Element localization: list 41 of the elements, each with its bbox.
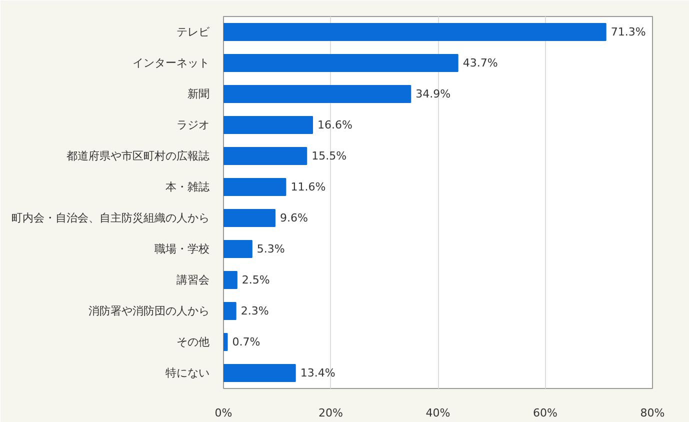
data-label: 43.7%: [462, 56, 498, 70]
bar: [224, 302, 236, 320]
bar: [224, 84, 412, 104]
bar: [224, 332, 228, 352]
data-label: 15.5%: [312, 150, 347, 162]
data-label: 13.4%: [300, 366, 336, 380]
bar: [224, 22, 606, 42]
y-tick-label: 消防署や消防団の人から: [88, 304, 210, 318]
y-tick-label: 新聞: [188, 88, 210, 100]
bar: [224, 364, 296, 382]
data-label: 16.6%: [318, 118, 352, 132]
data-label: 9.6%: [280, 212, 308, 224]
bar: [224, 270, 238, 290]
bar: [224, 116, 314, 134]
y-tick-label: その他: [176, 336, 210, 348]
y-tick-label: 職場・学校: [154, 242, 210, 256]
y-tick-label: 町内会・自治会、自主防災組織の人から: [12, 212, 210, 224]
data-label: 5.3%: [256, 242, 285, 256]
x-tick-label: 60%: [533, 406, 558, 420]
y-tick-label: 講習会: [176, 274, 210, 286]
data-label: 71.3%: [610, 26, 646, 38]
data-label: 11.6%: [290, 180, 326, 194]
data-label: 2.3%: [240, 304, 269, 318]
bar: [224, 54, 458, 72]
y-tick-label: 本・雑誌: [166, 180, 210, 194]
y-tick-label: インターネット: [132, 56, 210, 70]
y-tick-label: ラジオ: [176, 118, 210, 132]
x-tick-label: 20%: [318, 406, 343, 420]
x-tick-label: 0%: [214, 406, 232, 420]
bar: [224, 208, 276, 228]
x-tick-label: 40%: [426, 406, 450, 420]
bar: [224, 240, 252, 258]
bar: [224, 146, 308, 166]
data-label: 2.5%: [242, 274, 270, 286]
x-tick-label: 80%: [640, 406, 665, 420]
y-tick-label: テレビ: [176, 26, 210, 38]
bar: [224, 178, 286, 196]
y-tick-label: 特にない: [166, 366, 210, 380]
data-label: 0.7%: [232, 336, 260, 348]
data-label: 34.9%: [416, 88, 451, 100]
y-tick-label: 都道府県や市区町村の広報誌: [66, 150, 210, 162]
